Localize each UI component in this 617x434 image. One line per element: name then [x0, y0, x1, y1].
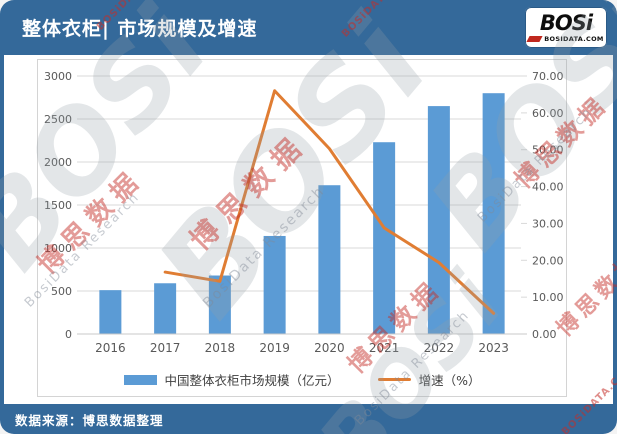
card-body: 0 500 1000 1500 2000 2500 3000 0.00 10.00 20.00 30…	[4, 55, 613, 404]
x-axis-label: 2022	[424, 341, 455, 355]
x-axis-label: 2019	[259, 341, 290, 355]
x-axis-label: 2021	[369, 341, 400, 355]
bar-2016	[99, 290, 122, 334]
chart-canvas: 0 500 1000 1500 2000 2500 3000 0.00 10.00 20.00 30…	[44, 70, 564, 355]
legend-label-market-size: 中国整体衣柜市场规模（亿元）	[164, 373, 340, 388]
y-axis-label-left: 500	[51, 285, 72, 298]
bosi-logo: BOSi BOSIDATA.COM	[525, 7, 607, 48]
y-axis-label-right: 10.00	[532, 291, 564, 304]
bosi-logo-domain: BOSIDATA.COM	[544, 34, 604, 43]
bosi-logo-text: BOSi	[539, 10, 593, 35]
bar-2017	[154, 283, 177, 334]
legend-item-market-size: 中国整体衣柜市场规模（亿元）	[123, 370, 340, 389]
y-axis-label-right: 70.00	[532, 70, 564, 83]
legend-label-growth: 增速（%）	[418, 373, 481, 388]
logo-chevron-icon	[532, 36, 543, 42]
chart-legend: 中国整体衣柜市场规模（亿元） 增速（%）	[38, 370, 566, 389]
y-axis-label-left: 2500	[44, 113, 72, 126]
y-axis-label-right: 0.00	[532, 328, 557, 341]
growth-line	[163, 89, 496, 315]
header: 整体衣柜| 市场规模及增速 BOSi BOSIDATA.COM	[0, 0, 617, 55]
x-axis-label: 2018	[205, 341, 236, 355]
x-axis-label: 2016	[95, 341, 126, 355]
legend-swatch-line	[377, 378, 411, 381]
legend-item-growth: 增速（%）	[377, 370, 481, 389]
y-axis-label-left: 1500	[44, 199, 72, 212]
x-axis-label: 2017	[150, 341, 181, 355]
x-axis-label: 2020	[314, 341, 345, 355]
y-axis-label-left: 2000	[44, 156, 72, 169]
y-axis-label-left: 0	[65, 328, 72, 341]
market-size-chart: 0 500 1000 1500 2000 2500 3000 0.00 10.00 20.00 30…	[37, 59, 567, 397]
y-axis-label-left: 1000	[44, 242, 72, 255]
y-axis-label-right: 60.00	[532, 107, 564, 120]
y-axis-label-right: 20.00	[532, 254, 564, 267]
page-title: 整体衣柜| 市场规模及增速	[22, 18, 258, 40]
legend-swatch-bar	[123, 374, 157, 385]
y-axis-label-right: 50.00	[532, 144, 564, 157]
bar-2019	[263, 235, 286, 334]
bar-2023	[482, 93, 505, 334]
bar-2018	[208, 275, 231, 334]
bar-2021	[373, 142, 396, 334]
y-axis-label-left: 3000	[44, 70, 72, 83]
x-axis-label: 2023	[478, 341, 509, 355]
bar-2022	[427, 106, 450, 334]
y-axis-label-right: 30.00	[532, 217, 564, 230]
y-axis-label-right: 40.00	[532, 181, 564, 194]
data-source-text: 数据来源：博思数据整理	[15, 412, 164, 428]
footer-bar: 数据来源：博思数据整理	[0, 404, 617, 434]
bar-2020	[318, 185, 341, 334]
